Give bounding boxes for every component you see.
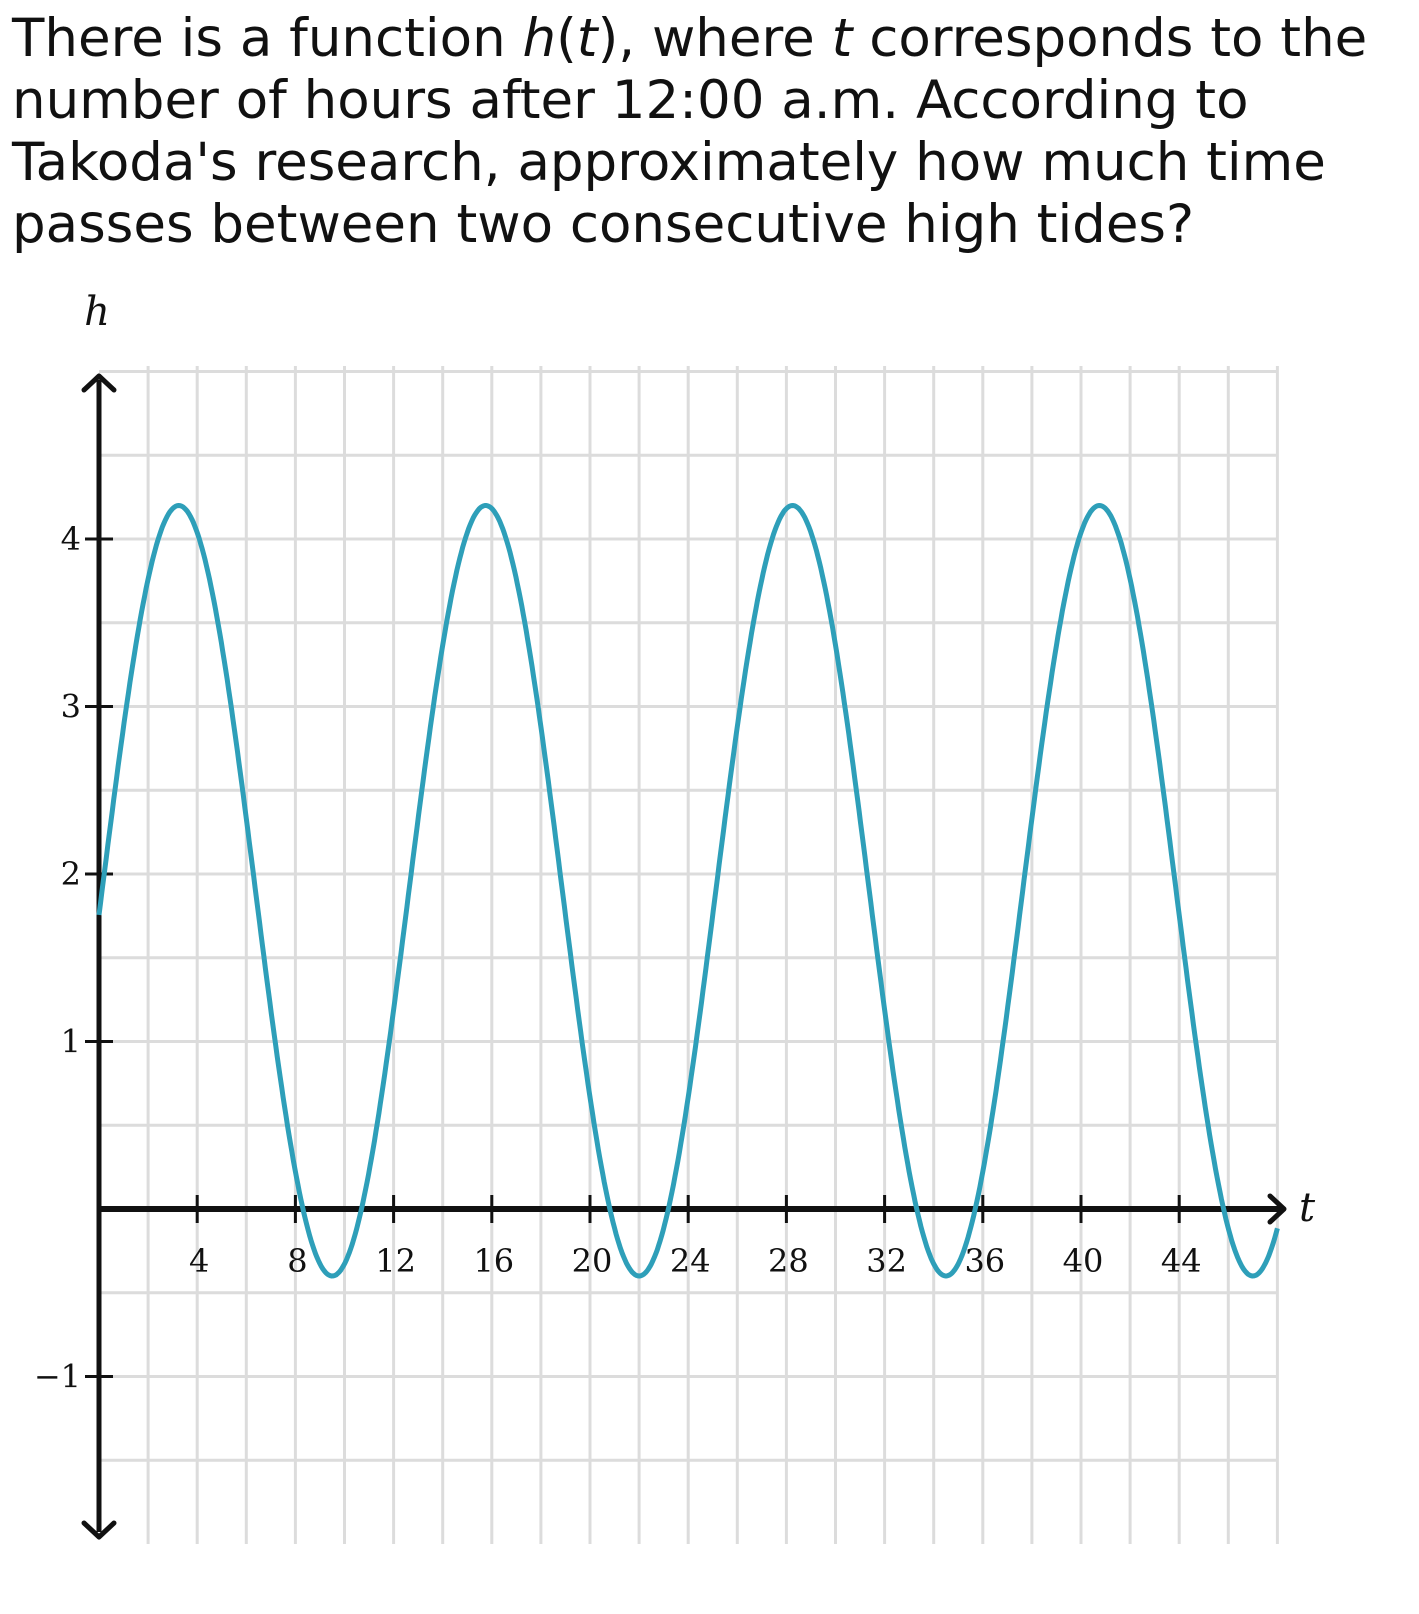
x-tick-label: 4 [189,1242,209,1280]
y-axis-label: h [84,290,110,335]
variable-t-1: t [576,8,598,69]
x-axis-arrow [1267,1193,1287,1225]
x-tick-label: 40 [1063,1242,1104,1280]
y-tick-label: −1 [34,1358,81,1396]
y-axis-arrow-up [81,373,117,393]
function-name: h [522,8,557,69]
y-axis-arrow-down [81,1520,117,1540]
x-tick-label: 24 [670,1242,711,1280]
x-tick-label: 36 [964,1242,1005,1280]
x-tick-label: 16 [473,1242,514,1280]
x-tick-label: 32 [866,1242,907,1280]
x-axis-label: t [1299,1185,1316,1231]
question-part-1: There is a function [12,8,523,69]
y-tick-label: 4 [61,520,81,558]
x-tick-label: 28 [768,1242,809,1280]
question-part-2: ( [556,8,577,69]
x-tick-label: 12 [375,1242,416,1280]
question-text: There is a function h(t), where t corres… [12,8,1412,256]
variable-t-2: t [831,8,853,69]
x-tick-label: 20 [572,1242,613,1280]
chart-series [96,503,1280,1279]
chart-labels: ht [84,290,1316,1231]
question-part-4: corresponds to the number of hours after… [12,8,1368,255]
question-part-3: ), where [597,8,832,69]
x-tick-label: 44 [1161,1242,1202,1280]
x-tick-label: 8 [287,1242,307,1280]
tide-height-curve [96,503,1280,1279]
y-tick-label: 2 [61,855,81,893]
y-tick-label: 3 [61,688,81,726]
chart-grid [99,366,1279,1544]
y-tick-label: 1 [61,1023,81,1061]
